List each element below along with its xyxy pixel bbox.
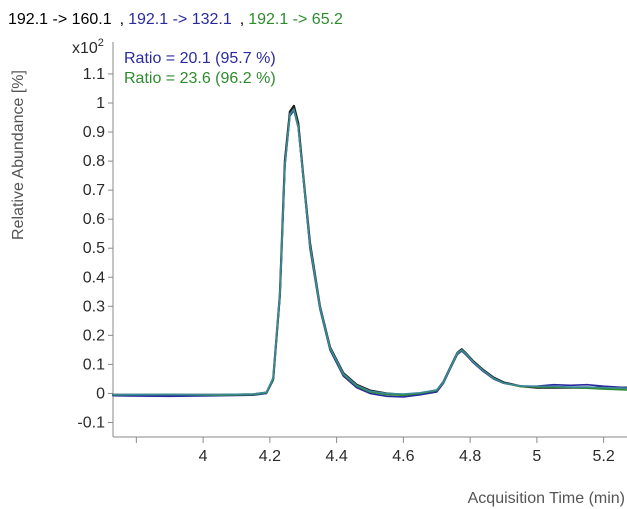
title-segment: ,: [120, 11, 124, 28]
x-tick-label: 4.2: [259, 448, 281, 465]
ratio-annotation: Ratio = 23.6 (96.2 %): [124, 70, 276, 87]
ratio-annotation: Ratio = 20.1 (95.7 %): [124, 50, 276, 67]
x-tick-label: 4.6: [392, 448, 414, 465]
y-tick-label: 0.5: [83, 240, 105, 257]
y-tick-label: 0: [96, 385, 105, 402]
chart-title: 192.1 -> 160.1, 192.1 -> 132.1, 192.1 -> 6…: [8, 11, 343, 28]
x-tick-label: 4: [199, 448, 208, 465]
y-multiplier: x102: [72, 37, 104, 57]
y-multiplier-exponent: 2: [98, 37, 104, 49]
title-segment: 192.1 -> 160.1: [8, 11, 112, 28]
y-tick-label: 1.1: [83, 66, 105, 83]
axes: -0.1 0 0.1 0.2 0.3 0.4 0.5 0.6 0.7 0.8 0.9 1 1.1 4 4.2…: [77, 42, 627, 465]
chart-title-text: 192.1 -> 160.1, 192.1 -> 132.1, 192.1 -> 6…: [8, 11, 343, 28]
x-tick-label: 5: [532, 448, 541, 465]
title-segment: 192.1 -> 65.2: [248, 11, 343, 28]
y-tick-label: 0.8: [83, 153, 105, 170]
y-tick-label: -0.1: [77, 414, 105, 431]
y-tick-label: 0.3: [83, 298, 105, 315]
y-tick-label: 0.1: [83, 356, 105, 373]
series-line: [111, 104, 627, 396]
series-lines: [111, 104, 627, 398]
x-tick-label: 4.8: [459, 448, 481, 465]
x-tick-label: 5.2: [593, 448, 615, 465]
series-line: [112, 108, 627, 396]
title-segment: ,: [240, 11, 244, 28]
series-line: [112, 109, 627, 398]
y-tick-label: 0.2: [83, 327, 105, 344]
y-tick-label: 0.4: [83, 269, 105, 286]
x-axis-title: Acquisition Time (min): [468, 490, 625, 507]
y-tick-label: 0.7: [83, 182, 105, 199]
x-tick-label: 4.4: [325, 448, 347, 465]
series-line: [112, 108, 627, 396]
y-tick-label: 1: [96, 95, 105, 112]
ratio-annotations: Ratio = 20.1 (95.7 %) Ratio = 23.6 (96.2 …: [124, 50, 276, 87]
y-tick-label: 0.6: [83, 211, 105, 228]
y-tick-label: 0.9: [83, 124, 105, 141]
y-multiplier-base: x10: [72, 40, 98, 57]
y-axis-title: Relative Abundance [%]: [10, 70, 27, 240]
title-segment: 192.1 -> 132.1: [128, 11, 232, 28]
